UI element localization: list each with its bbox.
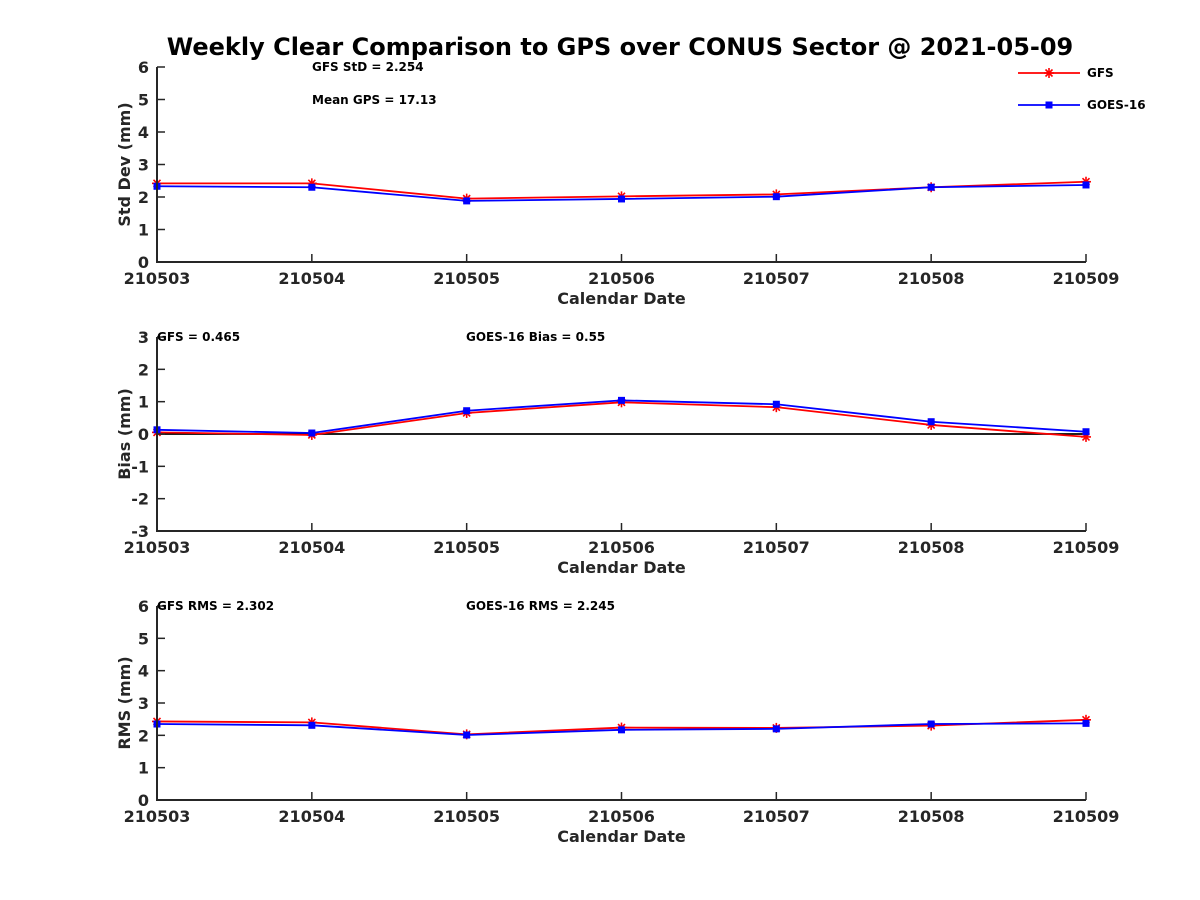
- data-point-goes-16-210507: [772, 725, 780, 733]
- stat-annotation: GOES-16 Bias = 0.55: [466, 330, 605, 344]
- x-tick-label: 210509: [1053, 807, 1120, 826]
- x-tick-label: 210507: [743, 807, 810, 826]
- legend-marker-icon: [1045, 101, 1053, 109]
- stat-annotation: GFS = 0.465: [157, 330, 240, 344]
- y-tick-label: -3: [131, 522, 149, 541]
- data-point-goes-16-210505: [463, 407, 471, 415]
- x-tick-label: 210503: [124, 807, 191, 826]
- x-tick-label: 210509: [1053, 538, 1120, 557]
- x-tick-label: 210507: [743, 538, 810, 557]
- y-tick-label: 2: [138, 188, 149, 207]
- x-tick-label: 210506: [588, 807, 655, 826]
- legend-entry-gfs: GFS: [1018, 66, 1114, 80]
- x-tick-label: 210505: [433, 807, 500, 826]
- legend-label: GOES-16: [1087, 98, 1146, 112]
- legend-marker-icon: [1044, 68, 1054, 78]
- axes-rms: [156, 606, 1086, 801]
- x-tick-label: 210505: [433, 269, 500, 288]
- x-tick-label: 210508: [898, 807, 965, 826]
- y-tick-label: -1: [131, 457, 149, 476]
- y-axis-label: Std Dev (mm): [115, 102, 134, 226]
- y-axis-label: RMS (mm): [115, 656, 134, 749]
- data-point-goes-16-210505: [463, 197, 471, 205]
- y-tick-label: 0: [138, 425, 149, 444]
- y-axis-label: Bias (mm): [115, 388, 134, 480]
- y-tick-label: 6: [138, 597, 149, 616]
- x-tick-label: 210503: [124, 269, 191, 288]
- panel-std-dev: 0 1 2 3 4 5 6 210503 210504 210505 210506 210507 210…: [115, 58, 1119, 308]
- data-point-goes-16-210505: [463, 731, 471, 739]
- data-point-goes-16-210508: [927, 418, 935, 426]
- y-tick-label: 1: [138, 393, 149, 412]
- y-tick-label: 3: [138, 156, 149, 175]
- data-point-goes-16-210504: [308, 183, 316, 191]
- stat-annotation: GFS StD = 2.254: [312, 60, 424, 74]
- stat-annotation: GFS RMS = 2.302: [157, 599, 274, 613]
- data-point-goes-16-210504: [308, 429, 316, 437]
- y-tick-label: 5: [138, 629, 149, 648]
- y-tick-label: 5: [138, 91, 149, 110]
- stat-annotation: GOES-16 RMS = 2.245: [466, 599, 615, 613]
- legend-entry-goes-16: GOES-16: [1018, 98, 1146, 112]
- x-axis-label: Calendar Date: [557, 289, 686, 308]
- y-tick-label: 4: [138, 662, 149, 681]
- x-tick-label: 210508: [898, 269, 965, 288]
- panel-rms: 0 1 2 3 4 5 6 210503 210504 210505 210506 210507 210…: [115, 597, 1119, 846]
- axes-std-dev: [156, 67, 1086, 263]
- y-tick-label: 4: [138, 123, 149, 142]
- data-point-goes-16-210509: [1082, 428, 1090, 436]
- stat-annotation: Mean GPS = 17.13: [312, 93, 437, 107]
- data-point-goes-16-210509: [1082, 719, 1090, 727]
- data-point-goes-16-210506: [618, 726, 625, 734]
- x-tick-label: 210506: [588, 269, 655, 288]
- data-point-goes-16-210506: [618, 195, 625, 203]
- legend-label: GFS: [1087, 66, 1114, 80]
- x-tick-label: 210504: [278, 807, 345, 826]
- x-tick-label: 210507: [743, 269, 810, 288]
- x-tick-label: 210509: [1053, 269, 1120, 288]
- x-axis-label: Calendar Date: [557, 558, 686, 577]
- x-tick-label: 210508: [898, 538, 965, 557]
- data-point-goes-16-210504: [308, 721, 316, 729]
- data-point-goes-16-210507: [772, 193, 780, 201]
- y-tick-label: 3: [138, 694, 149, 713]
- y-tick-label: 6: [138, 58, 149, 77]
- y-tick-label: 0: [138, 253, 149, 272]
- y-tick-label: 2: [138, 360, 149, 379]
- y-tick-label: 1: [138, 221, 149, 240]
- data-point-goes-16-210506: [618, 396, 625, 404]
- figure-title: Weekly Clear Comparison to GPS over CONU…: [167, 33, 1074, 61]
- x-tick-label: 210503: [124, 538, 191, 557]
- x-tick-label: 210504: [278, 269, 345, 288]
- legend: GFS GOES-16: [1018, 66, 1146, 112]
- y-tick-label: 0: [138, 791, 149, 810]
- x-axis-label: Calendar Date: [557, 827, 686, 846]
- x-tick-label: 210506: [588, 538, 655, 557]
- y-tick-label: 2: [138, 726, 149, 745]
- data-point-goes-16-210508: [927, 183, 935, 191]
- x-tick-label: 210505: [433, 538, 500, 557]
- y-tick-label: -2: [131, 490, 149, 509]
- panel-bias: -3 -2 -1 0 1 2 3 210503 210504 210505 210506 210507…: [115, 328, 1119, 577]
- series-line-gfs: [156, 401, 1087, 438]
- x-tick-label: 210504: [278, 538, 345, 557]
- data-point-goes-16-210508: [927, 720, 935, 728]
- data-point-goes-16-210507: [772, 400, 780, 408]
- y-tick-label: 1: [138, 759, 149, 778]
- y-tick-label: 3: [138, 328, 149, 347]
- data-point-goes-16-210509: [1082, 181, 1090, 189]
